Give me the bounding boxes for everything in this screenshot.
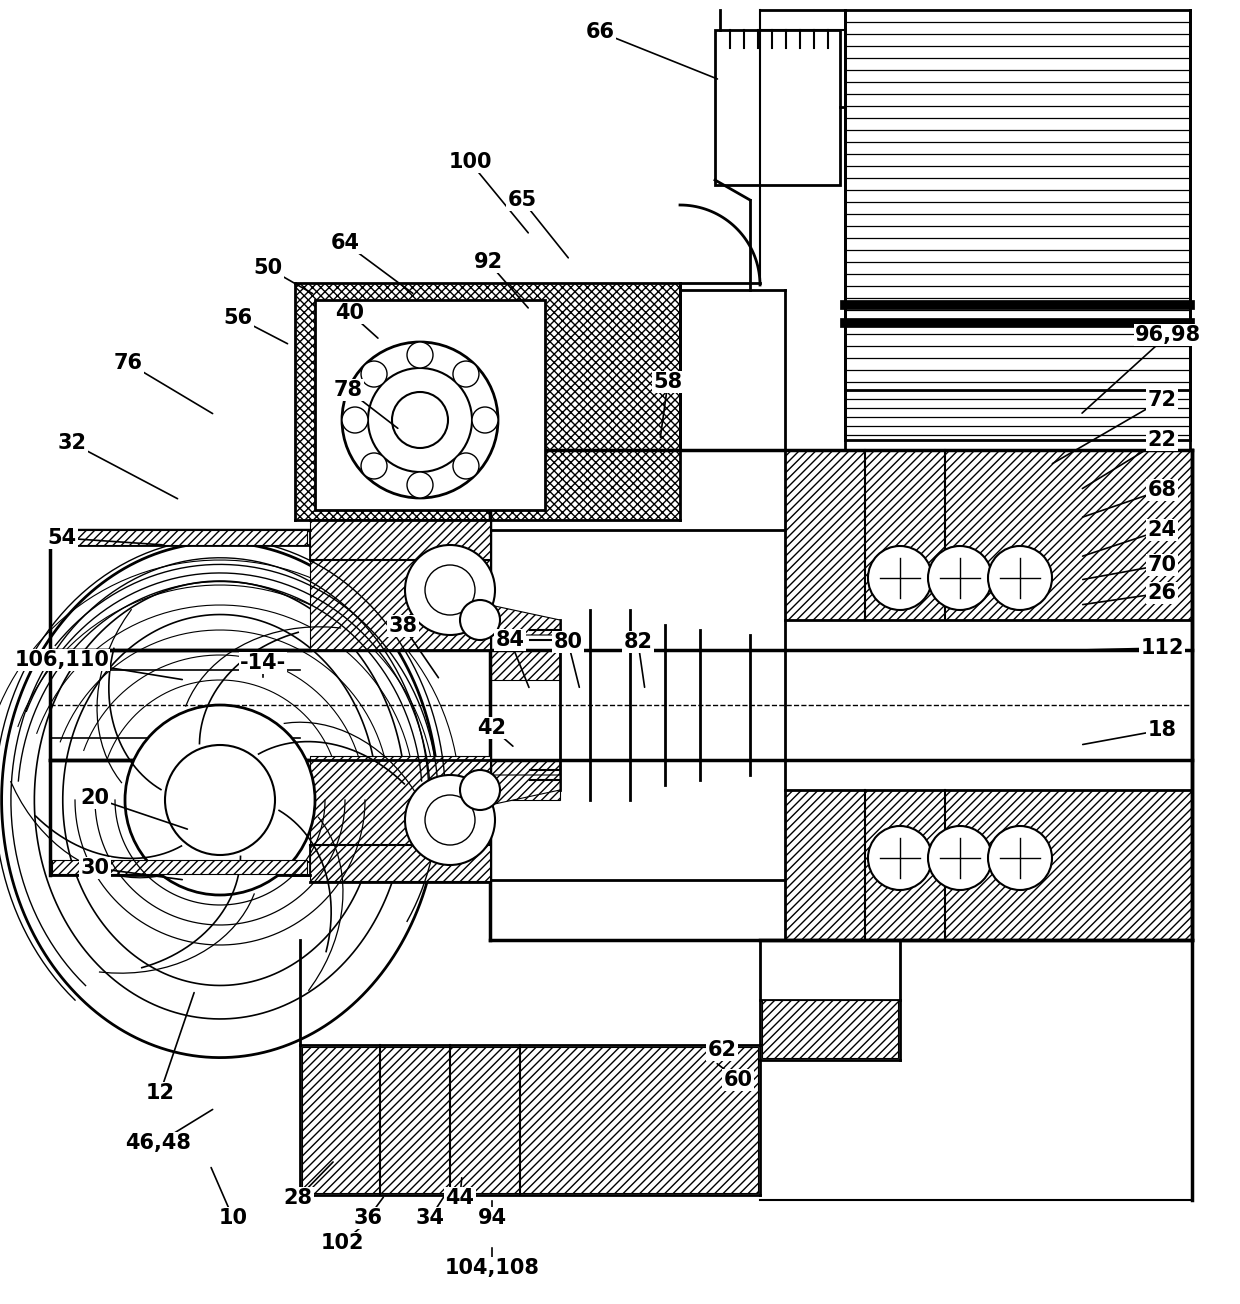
Text: 62: 62 xyxy=(708,1041,737,1060)
Circle shape xyxy=(407,342,433,368)
Circle shape xyxy=(125,705,315,895)
Text: 102: 102 xyxy=(320,1234,363,1253)
Bar xyxy=(715,30,839,185)
Circle shape xyxy=(361,452,387,479)
Circle shape xyxy=(342,407,368,433)
Bar xyxy=(315,300,546,510)
Circle shape xyxy=(425,795,475,845)
Text: 28: 28 xyxy=(284,1188,312,1208)
Circle shape xyxy=(342,342,498,498)
Text: 12: 12 xyxy=(145,1084,175,1103)
Bar xyxy=(785,450,1192,619)
Text: 46,48: 46,48 xyxy=(125,1133,191,1153)
Bar xyxy=(52,529,308,545)
Bar xyxy=(763,1000,898,1058)
Text: 96,98: 96,98 xyxy=(1135,325,1202,346)
Circle shape xyxy=(368,368,472,472)
Text: 44: 44 xyxy=(445,1188,475,1208)
Text: 40: 40 xyxy=(336,303,365,323)
Circle shape xyxy=(407,472,433,498)
Bar xyxy=(303,1047,758,1193)
Text: 76: 76 xyxy=(114,353,143,373)
Text: 26: 26 xyxy=(1147,583,1177,602)
Text: 56: 56 xyxy=(223,308,253,329)
Circle shape xyxy=(405,775,495,865)
Text: 36: 36 xyxy=(353,1208,382,1228)
Circle shape xyxy=(425,565,475,615)
Bar xyxy=(52,861,308,874)
Circle shape xyxy=(453,361,479,387)
Text: 20: 20 xyxy=(81,788,109,808)
Circle shape xyxy=(392,393,448,449)
Text: 78: 78 xyxy=(334,379,362,400)
Bar xyxy=(310,756,490,882)
Text: 64: 64 xyxy=(331,233,360,253)
Circle shape xyxy=(361,361,387,387)
Circle shape xyxy=(928,546,992,610)
Text: 18: 18 xyxy=(1147,720,1177,739)
Text: 104,108: 104,108 xyxy=(445,1258,539,1278)
Circle shape xyxy=(868,825,932,891)
Text: 60: 60 xyxy=(723,1071,753,1090)
Text: 66: 66 xyxy=(585,22,615,42)
Bar xyxy=(490,649,560,679)
Text: 42: 42 xyxy=(477,719,506,738)
Circle shape xyxy=(165,745,275,855)
Circle shape xyxy=(460,600,500,640)
Circle shape xyxy=(988,825,1052,891)
Text: 68: 68 xyxy=(1147,480,1177,499)
Polygon shape xyxy=(490,605,560,635)
Text: 50: 50 xyxy=(253,258,283,278)
Polygon shape xyxy=(490,775,560,805)
Text: 54: 54 xyxy=(47,528,77,548)
Bar xyxy=(785,790,1192,940)
Circle shape xyxy=(988,546,1052,610)
Bar xyxy=(310,520,490,649)
Circle shape xyxy=(928,825,992,891)
Text: 22: 22 xyxy=(1147,430,1177,450)
Text: 100: 100 xyxy=(448,153,492,172)
Bar xyxy=(490,760,560,799)
Bar xyxy=(295,283,680,520)
Circle shape xyxy=(868,546,932,610)
Circle shape xyxy=(472,407,498,433)
Text: 84: 84 xyxy=(496,630,525,649)
Text: 38: 38 xyxy=(388,615,418,636)
Text: 94: 94 xyxy=(477,1208,507,1228)
Text: 80: 80 xyxy=(553,632,583,652)
Text: 30: 30 xyxy=(81,858,109,878)
Circle shape xyxy=(453,452,479,479)
Text: 65: 65 xyxy=(507,190,537,210)
Text: 24: 24 xyxy=(1147,520,1177,540)
Text: 58: 58 xyxy=(653,372,682,393)
Text: 10: 10 xyxy=(218,1208,248,1228)
Text: 106,110: 106,110 xyxy=(15,649,109,670)
Text: 72: 72 xyxy=(1147,390,1177,409)
Text: 112: 112 xyxy=(1141,638,1184,659)
Circle shape xyxy=(460,769,500,810)
Text: 70: 70 xyxy=(1147,556,1177,575)
Text: 92: 92 xyxy=(474,252,502,273)
Circle shape xyxy=(405,545,495,635)
Text: 34: 34 xyxy=(415,1208,444,1228)
Text: 32: 32 xyxy=(57,433,87,452)
Text: -14-: -14- xyxy=(239,653,286,673)
Text: 82: 82 xyxy=(624,632,652,652)
